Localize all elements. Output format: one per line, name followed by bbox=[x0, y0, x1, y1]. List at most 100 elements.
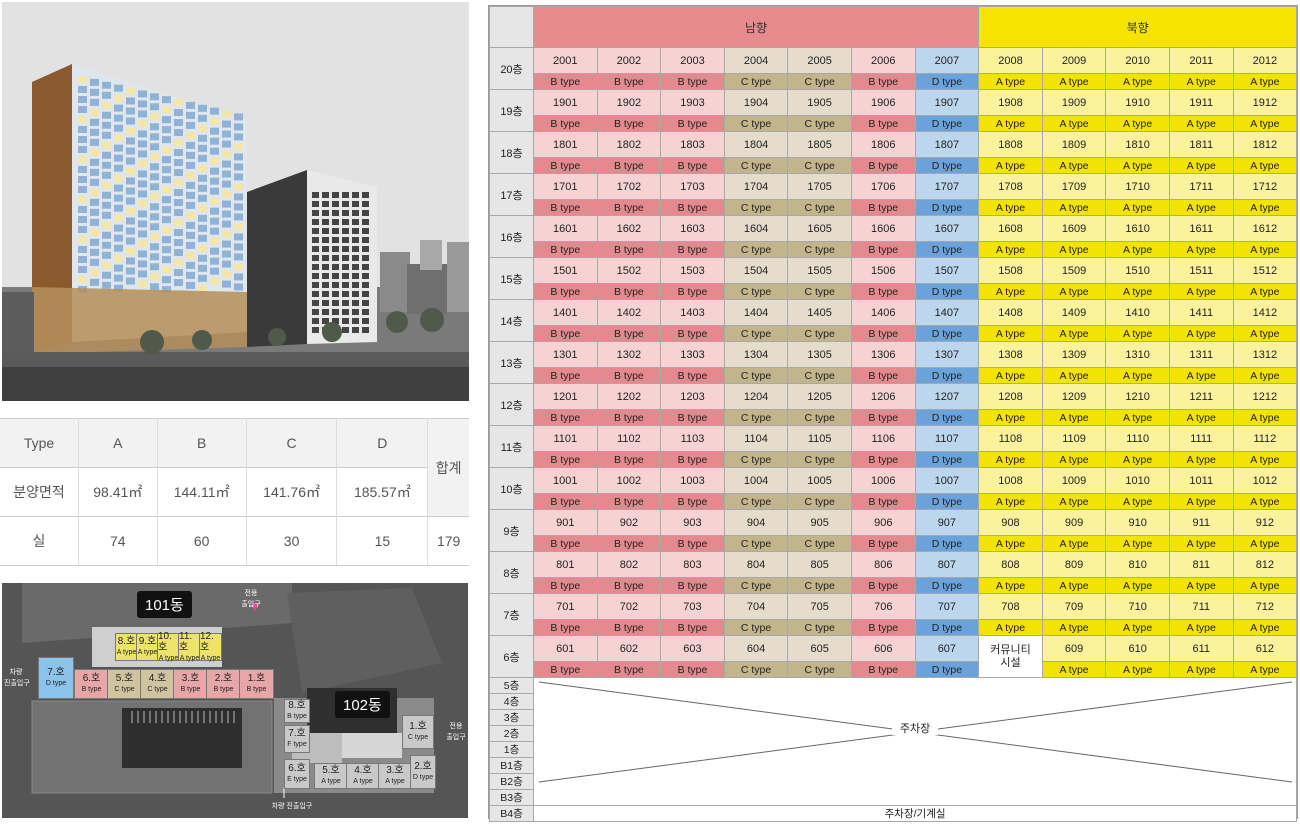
floor-row-types: B type B type B type C type C type B type D ty… bbox=[490, 325, 1298, 342]
unit-type-cell: A type bbox=[1105, 661, 1170, 678]
unit-number-cell: 2005 bbox=[787, 47, 852, 74]
unit-type-cell: B type bbox=[596, 451, 662, 468]
unit-type-cell: B type bbox=[660, 115, 725, 132]
unit-number-cell: 706 bbox=[850, 593, 916, 620]
unit-number-cell: 805 bbox=[787, 551, 852, 578]
unit-type-cell: A type bbox=[1041, 577, 1107, 594]
unit-number-cell: 612 bbox=[1232, 635, 1298, 662]
unit-type-cell: A type bbox=[1168, 367, 1234, 384]
unit-type-cell: A type bbox=[1041, 409, 1107, 426]
unit-number-cell: 1710 bbox=[1105, 173, 1170, 200]
unit-number-cell: 1607 bbox=[914, 215, 980, 242]
floor-row-units: 10층 1001 1002 1003 1004 1005 1006 1007 1008 1009 1… bbox=[489, 467, 1298, 510]
unit-number-cell: 1802 bbox=[596, 131, 662, 158]
unit-number-cell: 1003 bbox=[660, 467, 725, 494]
unit-number-cell: 906 bbox=[850, 509, 916, 536]
unit-type-cell: A type bbox=[1105, 325, 1170, 342]
unit-number-cell: 704 bbox=[723, 593, 789, 620]
unit-type-cell: B type bbox=[660, 199, 725, 216]
unit-number-cell: 1101 bbox=[533, 425, 598, 452]
unit-number-cell: 601 bbox=[533, 635, 598, 662]
unit-type-cell: B type bbox=[596, 199, 662, 216]
unit-type: D type bbox=[412, 774, 434, 781]
floor-row-units: 9층 901 902 903 904 905 906 907 908 909 910 911 912 bbox=[489, 509, 1298, 552]
unit-type-cell: A type bbox=[1168, 199, 1234, 216]
floor-label: 9층 bbox=[489, 509, 534, 552]
unit-number-cell: 1806 bbox=[850, 131, 916, 158]
unit-number-cell: 1506 bbox=[850, 257, 916, 284]
unit-number-cell: 902 bbox=[596, 509, 662, 536]
unit-number-cell: 1405 bbox=[787, 299, 852, 326]
unit-type-cell: B type bbox=[660, 661, 725, 678]
unit-number-cell: 1510 bbox=[1105, 257, 1170, 284]
unit-number-cell: 1407 bbox=[914, 299, 980, 326]
unit-type-cell: B type bbox=[533, 73, 598, 90]
floor-row-units: 13층 1301 1302 1303 1304 1305 1306 1307 1308 1309 1… bbox=[489, 341, 1298, 384]
unit-number-cell: 1905 bbox=[787, 89, 852, 116]
floor-label: 15층 bbox=[489, 257, 534, 300]
unit-number-cell: 1803 bbox=[660, 131, 725, 158]
unit-type-cell: B type bbox=[533, 451, 598, 468]
floor-row-units: 14층 1401 1402 1403 1404 1405 1406 1407 1408 1409 1… bbox=[489, 299, 1298, 342]
floor-row-types: B type B type B type C type C type B type D ty… bbox=[490, 577, 1298, 594]
unit-number-cell: 1310 bbox=[1105, 341, 1170, 368]
unit-number-cell: 1811 bbox=[1168, 131, 1234, 158]
unit-type-cell: D type bbox=[914, 661, 980, 678]
unit-type-cell: C type bbox=[787, 115, 852, 132]
unit-number-cell: 2003 bbox=[660, 47, 725, 74]
unit-number: 3.호 bbox=[386, 765, 404, 776]
unit-type-cell: B type bbox=[850, 157, 916, 174]
unit-type-cell: B type bbox=[660, 73, 725, 90]
unit-type-cell: B type bbox=[660, 577, 725, 594]
unit-type-cell: C type bbox=[787, 619, 852, 636]
unit-number-cell: 1312 bbox=[1232, 341, 1298, 368]
unit-type-cell: A type bbox=[978, 535, 1043, 552]
unit-type-cell: A type bbox=[1232, 367, 1298, 384]
lower-floor-row: 2층 bbox=[489, 725, 1297, 742]
floor-label: B1층 bbox=[489, 757, 534, 774]
unit-number-cell: 1701 bbox=[533, 173, 598, 200]
floor-row-types: B type B type B type C type C type B type D ty… bbox=[490, 199, 1298, 216]
north-facing-header: 북향 bbox=[978, 6, 1298, 48]
unit-number-cell: 1012 bbox=[1232, 467, 1298, 494]
unit-number-cell: 1104 bbox=[723, 425, 789, 452]
unit-number: 5.호 bbox=[322, 765, 340, 776]
unit-type-cell: A type bbox=[978, 157, 1043, 174]
unit-type-cell: B type bbox=[596, 619, 662, 636]
unit-type: C type bbox=[407, 734, 429, 741]
unit-type-cell: A type bbox=[1041, 115, 1107, 132]
lower-floor-row: 4층 bbox=[489, 693, 1297, 710]
floor-row-types: B type B type B type C type C type B type D ty… bbox=[490, 157, 1298, 174]
unit-type-cell: A type bbox=[1232, 73, 1298, 90]
unit-number: 8.호 bbox=[117, 636, 136, 647]
unit-number-cell: 811 bbox=[1168, 551, 1234, 578]
unit-type-cell: C type bbox=[787, 451, 852, 468]
site-unit-101-upper: 9.호 A type bbox=[136, 633, 159, 661]
unit-type-cell: A type bbox=[978, 199, 1043, 216]
unit-type-cell: A type bbox=[978, 241, 1043, 258]
unit-type-cell: C type bbox=[787, 661, 852, 678]
unit-type-cell: B type bbox=[533, 241, 598, 258]
unit-number: 12.호 bbox=[200, 630, 214, 653]
unit-number-cell: 609 bbox=[1041, 635, 1107, 662]
spec-area-d: 185.57㎡ bbox=[336, 467, 429, 517]
site-unit-102: 2.호 D type bbox=[410, 755, 436, 789]
floor-label: 12층 bbox=[489, 383, 534, 426]
unit-number: 7.호 bbox=[288, 728, 306, 739]
unit-type-cell: A type bbox=[1232, 493, 1298, 510]
unit-number-cell: 1105 bbox=[787, 425, 852, 452]
unit-number-cell: 2001 bbox=[533, 47, 598, 74]
unit-type-cell: D type bbox=[914, 241, 980, 258]
floor-row-types: B type B type B type C type C type B type D ty… bbox=[490, 409, 1298, 426]
unit-type: A type bbox=[321, 778, 341, 785]
unit-type-cell: A type bbox=[978, 115, 1043, 132]
unit-number-cell: 1711 bbox=[1168, 173, 1234, 200]
floor-row-units: 8층 801 802 803 804 805 806 807 808 809 810 811 812 bbox=[489, 551, 1298, 594]
floor-label: 14층 bbox=[489, 299, 534, 342]
unit-number-cell: 1511 bbox=[1168, 257, 1234, 284]
unit-number-cell: 803 bbox=[660, 551, 725, 578]
unit-number-cell: 1302 bbox=[596, 341, 662, 368]
lower-floor-row: 1층 bbox=[489, 741, 1297, 758]
unit-type-cell: A type bbox=[978, 367, 1043, 384]
unit-number-cell: 2002 bbox=[596, 47, 662, 74]
